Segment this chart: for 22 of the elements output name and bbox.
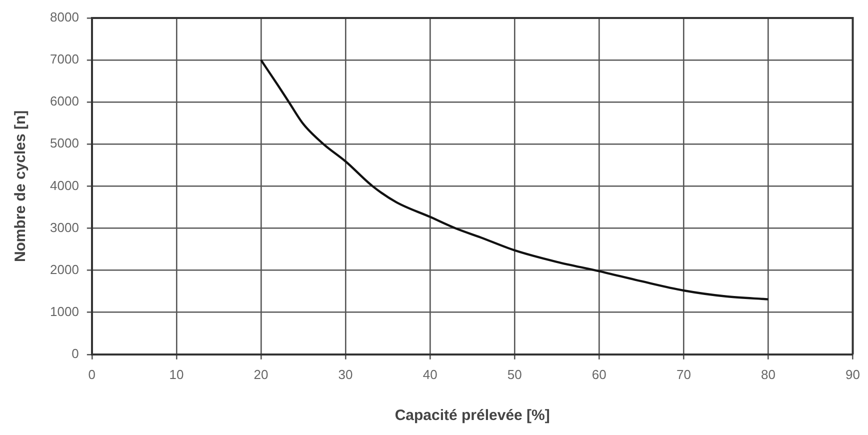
y-tick-label: 1000 — [50, 304, 79, 319]
y-axis-title: Nombre de cycles [n] — [12, 110, 30, 262]
x-tick-label: 80 — [760, 366, 776, 382]
x-tick-label: 50 — [507, 366, 522, 382]
x-tick-label: 10 — [169, 366, 184, 382]
x-tick-label: 0 — [88, 366, 96, 382]
y-tick-label: 4000 — [50, 178, 79, 193]
y-tick-label: 2000 — [50, 262, 79, 277]
x-tick-label: 60 — [592, 366, 606, 382]
x-tick-label: 30 — [338, 366, 353, 382]
x-tick-label: 20 — [254, 366, 268, 382]
x-tick-label: 70 — [676, 366, 691, 382]
x-tick-label: 90 — [846, 366, 860, 382]
y-tick-label: 3000 — [50, 220, 79, 235]
x-axis-title: Capacité prélevée [%] — [394, 407, 550, 424]
y-tick-label: 5000 — [50, 136, 79, 151]
y-tick-label: 8000 — [50, 10, 79, 25]
y-tick-label: 0 — [72, 346, 79, 361]
x-tick-label: 40 — [422, 366, 438, 382]
line-series — [260, 58, 770, 300]
y-tick-label: 6000 — [50, 94, 79, 109]
y-tick-label: 7000 — [50, 52, 79, 67]
